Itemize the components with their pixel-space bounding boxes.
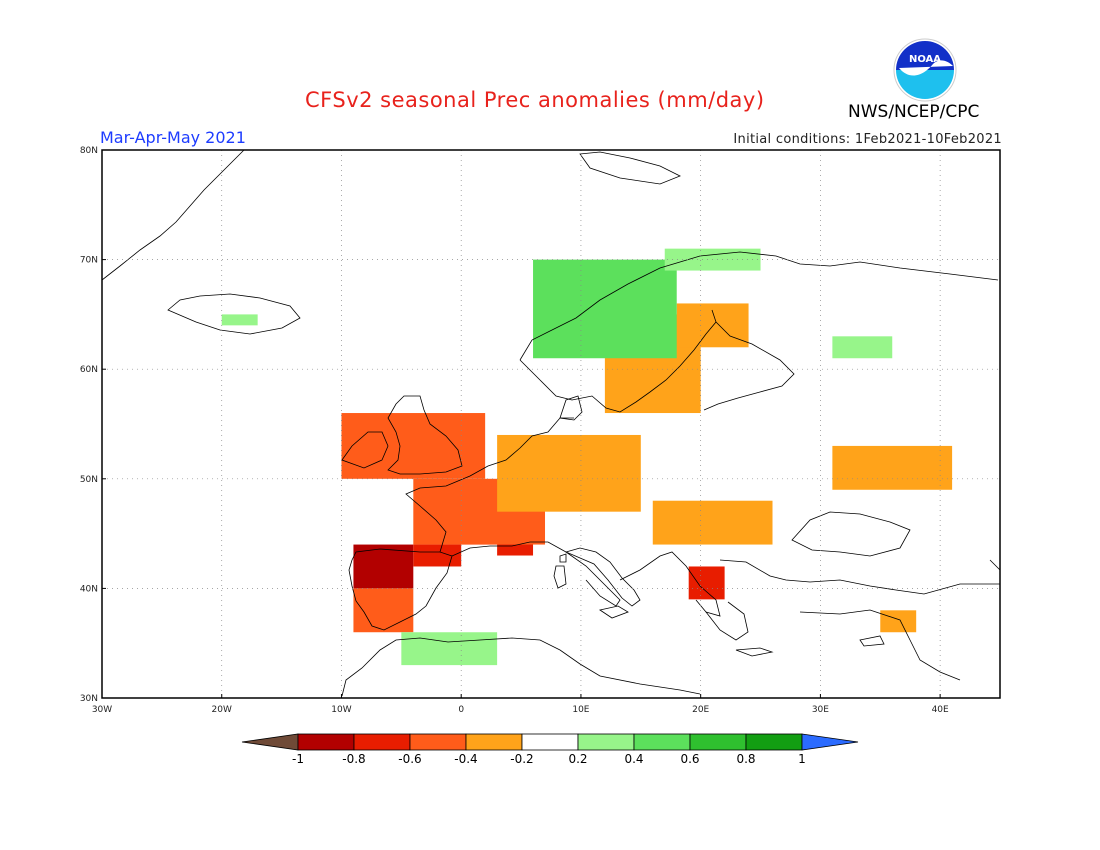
noaa-logo: NOAA [893,38,957,102]
initial-conditions-label: Initial conditions: 1Feb2021-10Feb2021 [733,132,1002,147]
colorbar-label: -0.6 [398,752,421,766]
colorbar-arrow-low [241,733,299,751]
anomaly-region [832,445,953,490]
colorbar-arrow-high [801,733,859,751]
anomaly-region [676,303,749,348]
colorbar-swatch [745,733,803,751]
colorbar-label: 0.4 [624,752,643,766]
map-title: CFSv2 seasonal Prec anomalies (mm/day) [305,88,765,112]
lon-tick-label: 0 [458,705,464,715]
colorbar-label: -0.4 [454,752,477,766]
lat-tick-label: 70N [80,256,98,266]
lat-tick-label: 30N [80,694,98,704]
lat-tick-label: 60N [80,365,98,375]
anomaly-region [221,314,258,326]
anomaly-region [652,500,773,545]
colorbar-swatch [577,733,635,751]
lat-tick-label: 40N [80,584,98,594]
anomaly-region [413,544,462,567]
lon-tick-label: 30E [812,705,829,715]
lon-tick-label: 10E [572,705,589,715]
colorbar-label: -1 [292,752,304,766]
map-frame [101,149,1001,699]
coastlines [101,149,1001,697]
graticule [102,150,1000,698]
lon-tick-label: 30W [92,705,112,715]
anomaly-region [880,610,917,633]
lat-tick-label: 80N [80,146,98,156]
colorbar-label: 0.8 [736,752,755,766]
colorbar-label: 0.6 [680,752,699,766]
colorbar-swatch [297,733,355,751]
lon-tick-label: 20W [212,705,232,715]
colorbar-swatch [353,733,411,751]
anomaly-region [341,413,486,479]
colorbar-swatch [409,733,467,751]
period-label: Mar-Apr-May 2021 [100,128,246,147]
anomaly-region [533,259,677,359]
lat-tick-label: 50N [80,475,98,485]
lon-tick-label: 10W [331,705,351,715]
colorbar: -1 -0.8 -0.6 -0.4 -0.2 0.2 0.4 0.6 0.8 1 [241,733,859,766]
colorbar-swatch [465,733,523,751]
anomaly-region [401,632,498,666]
colorbar-label: -0.8 [342,752,365,766]
colorbar-label: 0.2 [568,752,587,766]
logo-text: NOAA [909,54,941,65]
colorbar-label: -0.2 [510,752,533,766]
lon-tick-label: 40E [932,705,949,715]
colorbar-label: 1 [798,752,806,766]
agency-label: NWS/NCEP/CPC [848,102,980,122]
anomaly-region [688,566,725,600]
anomaly-region [497,434,641,512]
colorbar-swatch [521,733,579,751]
colorbar-swatch [633,733,691,751]
anomaly-region [353,588,414,633]
anomaly-region [832,336,893,359]
colorbar-swatch [689,733,747,751]
anomaly-region [353,544,414,589]
lon-tick-label: 20E [692,705,709,715]
